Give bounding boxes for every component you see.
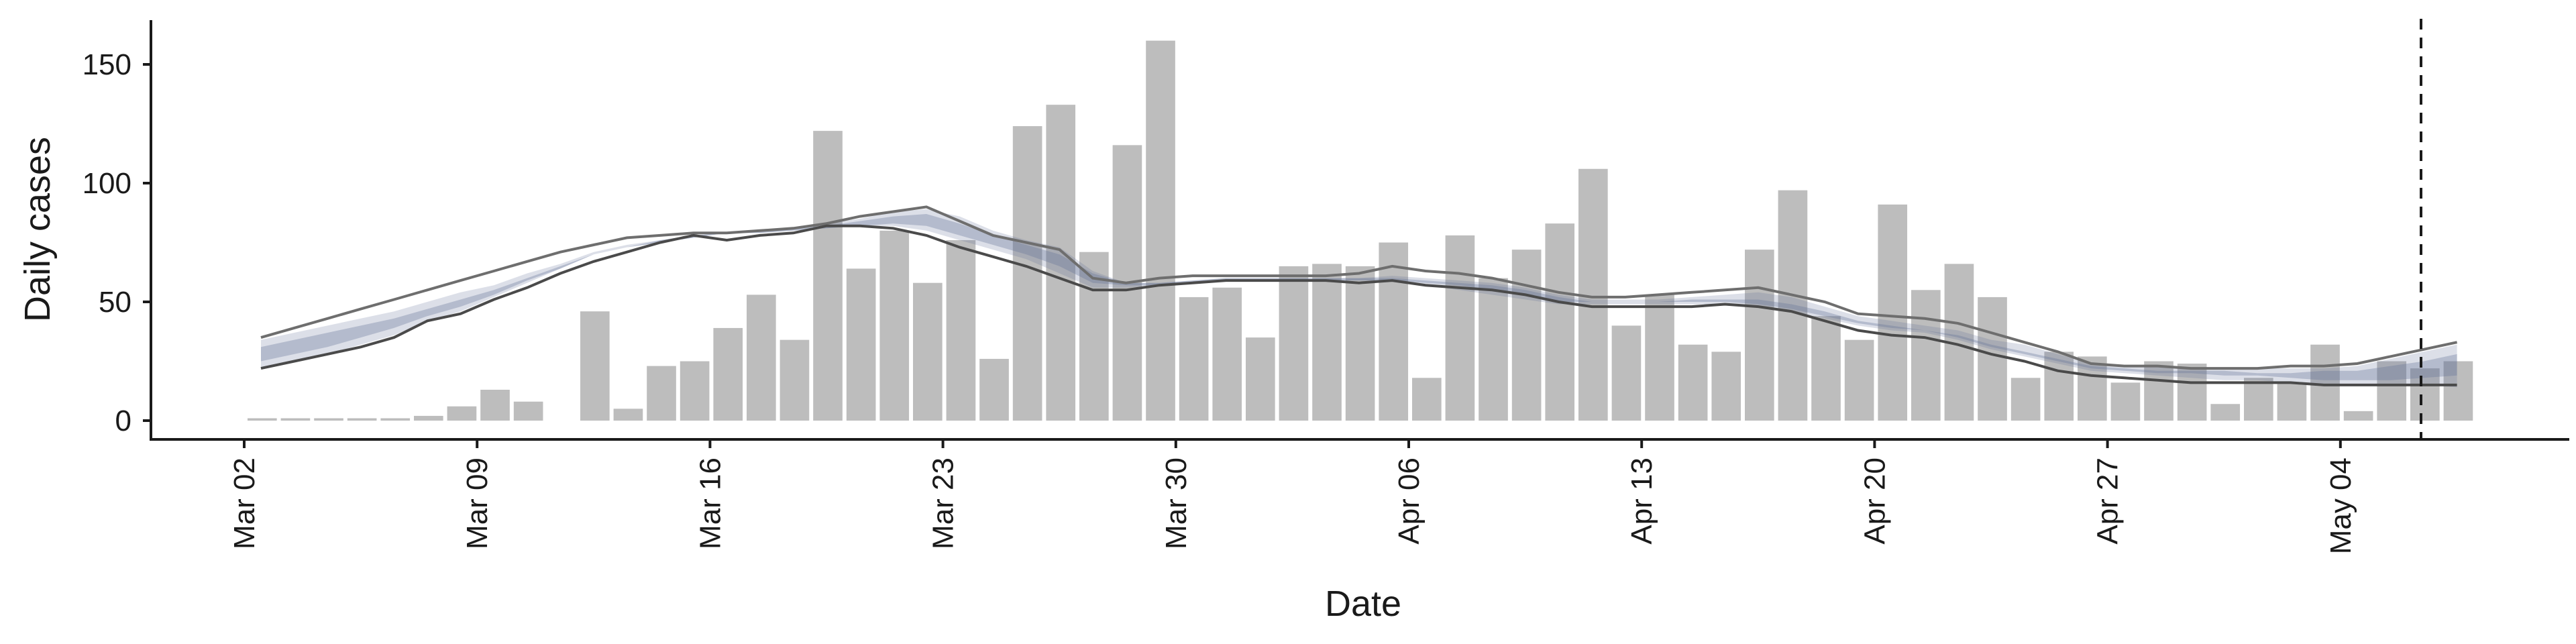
x-tick-label: Mar 16 bbox=[694, 458, 727, 549]
daily-case-bar bbox=[1811, 316, 1841, 421]
daily-case-bar bbox=[813, 131, 843, 421]
daily-case-bar bbox=[513, 401, 543, 421]
daily-case-bar bbox=[1911, 290, 1941, 421]
daily-case-bar bbox=[248, 418, 277, 421]
daily-case-bar bbox=[2144, 361, 2174, 421]
forecast-lines bbox=[260, 205, 2458, 386]
daily-case-bar bbox=[1878, 204, 1908, 421]
daily-case-bar bbox=[1611, 325, 1642, 421]
daily-case-bar bbox=[1345, 266, 1375, 421]
daily-case-bar bbox=[1146, 40, 1175, 421]
daily-case-bar bbox=[1844, 339, 1874, 421]
daily-case-bar bbox=[647, 366, 676, 421]
daily-case-bar bbox=[1212, 287, 1242, 421]
daily-case-bar bbox=[2377, 361, 2407, 421]
daily-case-bar bbox=[747, 294, 776, 421]
daily-case-bar bbox=[1046, 105, 1076, 421]
daily-case-bar bbox=[414, 415, 443, 421]
daily-case-bar bbox=[1012, 126, 1042, 421]
y-tick-label: 150 bbox=[83, 48, 131, 81]
daily-case-bar bbox=[913, 282, 943, 421]
daily-case-bar bbox=[879, 230, 910, 421]
daily-case-bar bbox=[2110, 382, 2141, 421]
daily-case-bar bbox=[1279, 266, 1309, 421]
daily-case-bar bbox=[680, 361, 710, 421]
daily-case-bar bbox=[347, 418, 377, 421]
daily-case-bar bbox=[1312, 264, 1342, 421]
daily-case-bar bbox=[1479, 278, 1508, 421]
daily-case-bar bbox=[2310, 344, 2340, 421]
daily-case-bar bbox=[1179, 297, 1209, 421]
daily-case-bar bbox=[946, 239, 976, 421]
y-tick-label: 100 bbox=[83, 167, 131, 200]
daily-case-bar bbox=[2210, 404, 2241, 421]
daily-case-bar bbox=[2044, 352, 2074, 421]
x-axis-title: Date bbox=[1325, 584, 1401, 624]
x-tick-label: Apr 20 bbox=[1858, 458, 1891, 545]
x-tick-label: Mar 23 bbox=[927, 458, 960, 549]
daily-case-bar bbox=[1511, 250, 1542, 421]
daily-case-bar bbox=[1246, 337, 1275, 421]
daily-case-bar bbox=[2443, 361, 2473, 421]
daily-case-bar bbox=[480, 389, 510, 421]
daily-case-bar bbox=[314, 418, 343, 421]
daily-case-bar bbox=[1978, 297, 2007, 421]
daily-case-bar bbox=[2244, 378, 2273, 421]
daily-case-bar bbox=[1645, 294, 1674, 421]
x-tick-label: Apr 27 bbox=[2092, 458, 2125, 545]
daily-case-bar bbox=[2410, 368, 2440, 421]
daily-case-bar bbox=[713, 327, 743, 421]
daily-case-bar bbox=[1778, 190, 1808, 421]
daily-case-bar bbox=[1745, 250, 1774, 421]
daily-case-bar bbox=[380, 418, 411, 421]
daily-case-bar bbox=[2343, 411, 2373, 421]
daily-case-bar bbox=[1412, 378, 1442, 421]
daily-case-bar bbox=[1545, 223, 1575, 421]
daily-case-bar bbox=[2277, 382, 2307, 421]
daily-case-bar bbox=[447, 406, 477, 421]
y-tick-label: 50 bbox=[99, 286, 131, 319]
x-tick-label: May 04 bbox=[2324, 458, 2357, 554]
daily-case-bar bbox=[2177, 364, 2207, 421]
x-tick-label: Mar 02 bbox=[228, 458, 261, 549]
forecast-line-upper bbox=[260, 205, 2458, 370]
daily-case-bar bbox=[280, 418, 311, 421]
x-tick-label: Apr 06 bbox=[1393, 458, 1426, 545]
daily-case-bar bbox=[1445, 235, 1475, 421]
x-tick-label: Mar 09 bbox=[461, 458, 494, 549]
forecast-line-lower bbox=[260, 224, 2457, 386]
daily-case-bar bbox=[1678, 344, 1708, 421]
daily-case-bar bbox=[846, 268, 876, 421]
daily-case-bar bbox=[1379, 242, 1409, 421]
daily-case-bar bbox=[2010, 378, 2041, 421]
bars bbox=[248, 40, 2473, 421]
y-axis-ticks: 0 50 100 150 bbox=[83, 48, 151, 437]
daily-case-bar bbox=[613, 409, 643, 421]
daily-case-bar bbox=[979, 358, 1009, 421]
daily-case-bar bbox=[780, 339, 810, 421]
daily-case-bar bbox=[580, 311, 610, 421]
x-tick-label: Mar 30 bbox=[1160, 458, 1193, 549]
daily-case-bar bbox=[1711, 352, 1741, 421]
daily-case-bar bbox=[2078, 356, 2107, 421]
y-axis-title: Daily cases bbox=[17, 137, 58, 322]
x-axis-ticks: Mar 02 Mar 09 Mar 16 Mar 23 Mar 30 Apr 06 Apr … bbox=[228, 439, 2357, 554]
y-tick-label: 0 bbox=[115, 405, 131, 437]
x-tick-label: Apr 13 bbox=[1625, 458, 1658, 545]
